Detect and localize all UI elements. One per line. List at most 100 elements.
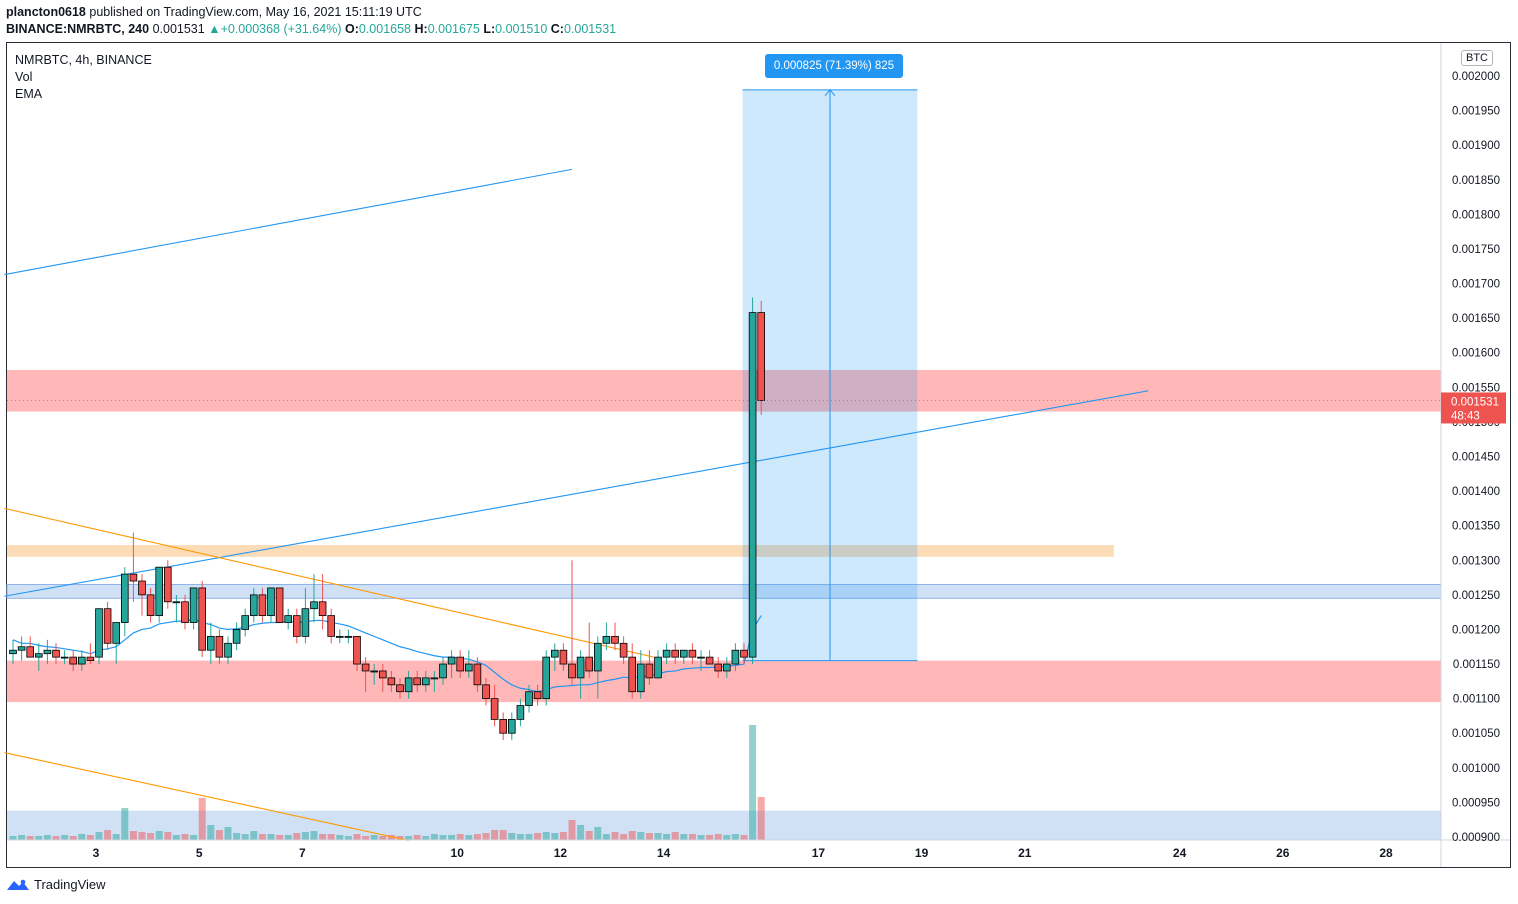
volume-bar	[637, 832, 645, 840]
y-tick-label: 0.001350	[1452, 521, 1500, 533]
candle-body	[645, 663, 654, 679]
candle-body	[507, 718, 516, 734]
candle-body	[705, 656, 714, 665]
volume-bar	[585, 831, 593, 840]
candle-body	[198, 587, 207, 651]
zones-layer	[6, 370, 1442, 840]
y-tick-label: 0.001400	[1452, 486, 1500, 498]
candle-body	[129, 573, 138, 582]
candle-body	[69, 656, 78, 665]
current-price-box	[1441, 392, 1506, 424]
candle-body	[654, 656, 662, 679]
candle-body	[232, 629, 241, 644]
x-tick-label: 28	[1379, 846, 1393, 860]
candle-body	[292, 615, 301, 637]
candle-body	[404, 677, 413, 693]
candle-body	[516, 705, 525, 720]
x-tick-label: 14	[657, 846, 671, 860]
volume-bar	[267, 834, 275, 840]
volume-bar	[714, 834, 722, 840]
volume-bar	[224, 827, 232, 840]
candle-body	[95, 608, 103, 658]
chart-frame	[6, 42, 1511, 868]
volume-bar	[680, 834, 688, 840]
publisher-name[interactable]: plancton0618	[6, 5, 86, 19]
trendline-blue-1	[4, 390, 1149, 597]
legend-title[interactable]: NMRBTC, 4h, BINANCE	[15, 53, 152, 67]
tradingview-logo[interactable]: TradingView	[6, 877, 106, 892]
y-tick-label: 0.001100	[1453, 694, 1500, 706]
y-tick-label: 0.001800	[1452, 209, 1500, 221]
volume-bar	[362, 836, 370, 840]
volume-bar	[78, 834, 86, 840]
x-tick-label: 24	[1173, 846, 1187, 860]
volume-bar	[663, 834, 671, 840]
candle-body	[172, 601, 181, 604]
candle-body	[594, 642, 602, 672]
zone-blue-2	[7, 584, 1441, 599]
volume-bar	[499, 830, 507, 840]
volume-bar	[35, 836, 43, 840]
volume-bar	[491, 830, 499, 840]
volume-bar	[749, 725, 757, 840]
candle-body	[576, 656, 585, 679]
volume-bar	[542, 832, 550, 840]
y-tick-label: 0.001050	[1452, 728, 1500, 740]
candle-body	[267, 587, 275, 617]
volume-bar	[190, 835, 198, 840]
candle-body	[86, 656, 95, 661]
candle-body	[249, 594, 258, 617]
x-tick-label: 3	[93, 846, 100, 860]
volume-bar	[147, 833, 155, 840]
current-price-tag: 0.001531 48:43	[7, 392, 1506, 424]
low-label: L:	[483, 22, 496, 36]
volume-layer	[9, 725, 765, 840]
candle-body	[439, 663, 447, 679]
candle-body	[456, 656, 464, 672]
candle-body	[60, 656, 69, 659]
volume-bar	[422, 836, 430, 840]
currency-badge[interactable]: BTC	[1461, 50, 1493, 66]
candle-body	[723, 663, 731, 672]
candle-body	[258, 594, 267, 617]
candle-body	[413, 677, 421, 686]
volume-bar	[465, 835, 473, 840]
candle-body	[353, 635, 361, 665]
volume-bar	[95, 832, 103, 840]
y-tick-label: 0.001150	[1453, 659, 1500, 671]
volume-bar	[121, 808, 129, 840]
trendlines-layer	[4, 168, 1149, 841]
candle-body	[697, 656, 705, 659]
legend-ema[interactable]: EMA	[15, 87, 43, 101]
symbol-name: BINANCE:NMRBTC, 240	[6, 22, 150, 36]
time-axis: 3 5 7 10 12 14 17 19 21 24 26 28	[93, 846, 1393, 860]
candle-body	[155, 566, 164, 617]
published-text: published on TradingView.com, May 16, 20…	[85, 5, 422, 19]
candle-body	[301, 608, 310, 637]
volume-bar	[379, 836, 387, 840]
volume-bar	[577, 825, 585, 840]
trendline-blue-0	[4, 168, 573, 276]
x-tick-label: 12	[554, 846, 568, 860]
candle-body	[473, 663, 482, 686]
close-value: 0.001531	[563, 22, 617, 36]
candle-body	[112, 622, 121, 644]
candle-body	[318, 601, 327, 617]
candle-body	[430, 677, 439, 680]
ema-layer	[12, 615, 762, 693]
candle-body	[533, 691, 542, 700]
legend-vol[interactable]: Vol	[15, 70, 33, 84]
volume-bar	[258, 834, 266, 840]
candle-body	[206, 635, 215, 651]
volume-bar	[353, 834, 361, 840]
x-tick-label: 5	[196, 846, 203, 860]
volume-bar	[172, 835, 180, 840]
candle-body	[559, 649, 568, 665]
candle-body	[215, 635, 224, 658]
candle-body	[146, 594, 155, 617]
candles-layer	[9, 297, 765, 741]
candle-body	[335, 635, 344, 638]
volume-bar	[628, 831, 636, 840]
volume-bar	[405, 836, 413, 840]
